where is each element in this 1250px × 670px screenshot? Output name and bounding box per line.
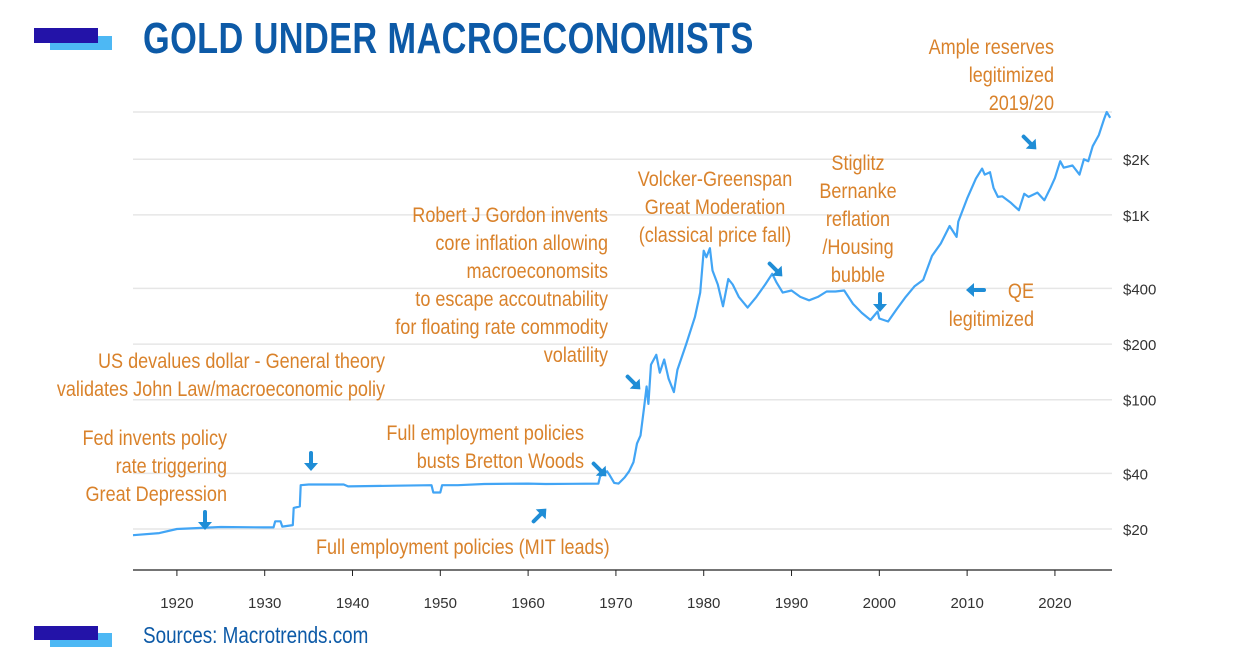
x-tick-label: 1990 bbox=[775, 595, 808, 612]
arrow-icon bbox=[531, 508, 547, 524]
x-tick-label: 2000 bbox=[863, 595, 896, 612]
annotation-line: for floating rate commodity bbox=[395, 316, 608, 340]
annotation-line: legitimized bbox=[969, 64, 1054, 88]
x-tick-label: 2020 bbox=[1038, 595, 1071, 612]
annotation-text: Fed invents policy rate triggering Great D… bbox=[83, 427, 228, 507]
source-note: Sources: Macrotrends.com bbox=[143, 622, 369, 648]
accent-bar-top-dark bbox=[34, 28, 98, 43]
annotation-line: (classical price fall) bbox=[639, 224, 791, 248]
chart-title: GOLD UNDER MACROECONOMISTS bbox=[143, 14, 754, 63]
annotation-text: Full employment policies (MIT leads) bbox=[316, 536, 610, 560]
x-tick-label: 1950 bbox=[424, 595, 457, 612]
annotation-line: macroeconomsits bbox=[467, 260, 609, 284]
annotation-line: 2019/20 bbox=[989, 92, 1054, 116]
gold-price-line bbox=[132, 110, 1112, 537]
annotation-line: /Housing bbox=[822, 236, 893, 260]
annotation-line: Stiglitz bbox=[831, 152, 884, 176]
annotation-line: Robert J Gordon invents bbox=[412, 204, 608, 228]
annotation-line: Bernanke bbox=[819, 180, 896, 204]
annotation-line: validates John Law/macroeconomic poliy bbox=[57, 378, 385, 402]
y-tick-label: $200 bbox=[1123, 337, 1156, 354]
annotation-line: Full employment policies (MIT leads) bbox=[316, 536, 610, 560]
x-tick-label: 1920 bbox=[160, 595, 193, 612]
annotation-line: reflation bbox=[826, 208, 890, 232]
annotation-line: Full employment policies bbox=[386, 422, 584, 446]
annotation-text: Volcker-Greenspan Great Moderation (classi… bbox=[638, 168, 793, 248]
arrow-icon bbox=[966, 283, 986, 297]
annotation-line: Great Moderation bbox=[645, 196, 785, 220]
y-tick-label: $400 bbox=[1123, 281, 1156, 298]
annotation-line: rate triggering bbox=[116, 455, 227, 479]
annotation-line: Ample reserves bbox=[929, 36, 1055, 60]
annotation-text: QE legitimized bbox=[949, 280, 1034, 332]
arrow-icon bbox=[1021, 134, 1037, 150]
x-tick-label: 2010 bbox=[950, 595, 983, 612]
arrow-icon bbox=[198, 510, 212, 530]
annotation-line: bubble bbox=[831, 264, 885, 288]
annotation-line: core inflation allowing bbox=[435, 232, 608, 256]
annotation-line: QE bbox=[1008, 280, 1034, 304]
y-tick-label: $20 bbox=[1123, 522, 1148, 539]
annotation-line: legitimized bbox=[949, 308, 1034, 332]
x-tick-label: 1930 bbox=[248, 595, 281, 612]
arrow-icon bbox=[767, 261, 783, 277]
annotation-line: volatility bbox=[544, 344, 608, 368]
annotation-text: Stiglitz Bernanke reflation/Housing bubble bbox=[819, 152, 896, 288]
arrow-icon bbox=[591, 461, 607, 477]
arrow-icon bbox=[873, 292, 887, 312]
x-tick-label: 1980 bbox=[687, 595, 720, 612]
arrow-icon bbox=[304, 451, 318, 471]
annotation-line: Great Depression bbox=[86, 483, 227, 507]
annotation-line: US devalues dollar - General theory bbox=[98, 350, 385, 374]
y-tick-label: $40 bbox=[1123, 466, 1148, 483]
annotation-text: Ample reserves legitimized 2019/20 bbox=[929, 36, 1055, 116]
annotation-text: Robert J Gordon invents core inflation al… bbox=[395, 204, 608, 368]
x-tick-label: 1970 bbox=[599, 595, 632, 612]
y-tick-label: $100 bbox=[1123, 393, 1156, 410]
annotation-line: busts Bretton Woods bbox=[417, 450, 584, 474]
annotation-text: US devalues dollar - General theory valid… bbox=[57, 350, 385, 402]
annotation-line: Volcker-Greenspan bbox=[638, 168, 793, 192]
annotation-line: Fed invents policy bbox=[83, 427, 228, 451]
x-tick-label: 1940 bbox=[336, 595, 369, 612]
annotation-line: to escape accoutnability bbox=[415, 288, 608, 312]
y-tick-label: $1K bbox=[1123, 208, 1150, 225]
annotation-text: Full employment policies busts Bretton Wo… bbox=[386, 422, 584, 474]
y-tick-label: $2K bbox=[1123, 152, 1150, 169]
accent-bar-bottom-dark bbox=[34, 626, 98, 640]
x-tick-label: 1960 bbox=[511, 595, 544, 612]
arrow-icon bbox=[625, 374, 641, 390]
